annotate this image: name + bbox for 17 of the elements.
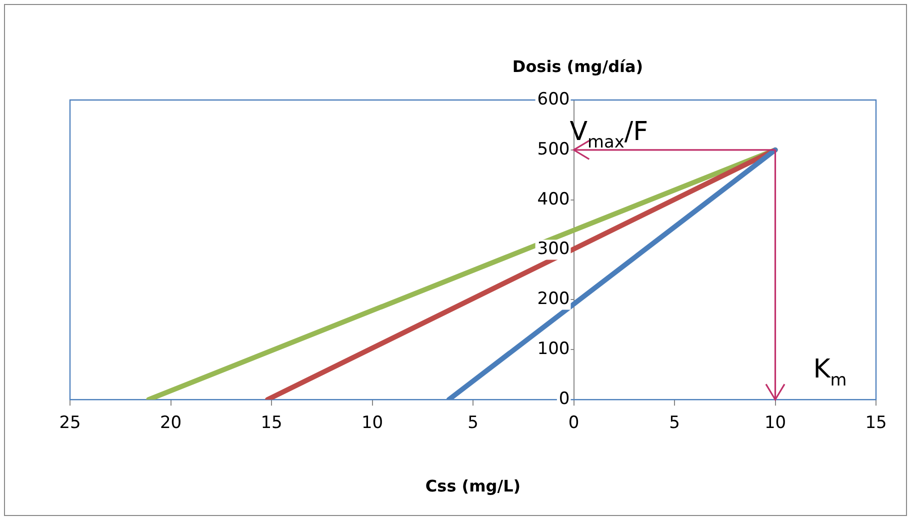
y-tick-label: 600: [537, 89, 570, 110]
y-tick-label: 200: [537, 289, 570, 310]
x-tick-label: 10: [361, 413, 384, 434]
y-tick-label: 300: [537, 239, 570, 260]
x-axis-title: Css (mg/L): [425, 476, 521, 496]
x-tick-label: 20: [160, 413, 182, 434]
x-tick-label: 15: [865, 413, 887, 434]
x-tick-label: 5: [468, 413, 478, 434]
y-tick-label: 400: [537, 189, 570, 210]
x-tick-label: 5: [669, 413, 680, 434]
x-tick-label: 10: [764, 413, 786, 434]
y-tick-label: 500: [537, 139, 570, 160]
x-tick-label: 15: [260, 413, 282, 434]
y-tick-label: 0: [558, 389, 570, 410]
y-tick-label: 100: [537, 339, 570, 360]
x-tick-label: 25: [59, 413, 81, 434]
y-axis-title: Dosis (mg/día): [512, 57, 644, 76]
